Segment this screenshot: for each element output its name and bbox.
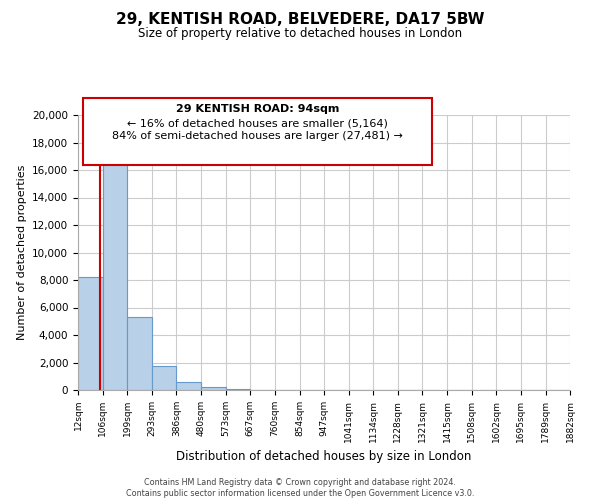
Text: 29, KENTISH ROAD, BELVEDERE, DA17 5BW: 29, KENTISH ROAD, BELVEDERE, DA17 5BW xyxy=(116,12,484,28)
Text: ← 16% of detached houses are smaller (5,164): ← 16% of detached houses are smaller (5,… xyxy=(127,118,388,128)
X-axis label: Distribution of detached houses by size in London: Distribution of detached houses by size … xyxy=(176,450,472,463)
Text: Contains HM Land Registry data © Crown copyright and database right 2024.
Contai: Contains HM Land Registry data © Crown c… xyxy=(126,478,474,498)
Bar xyxy=(201,386,226,390)
Bar xyxy=(176,382,201,390)
Bar xyxy=(226,388,250,390)
Bar xyxy=(127,317,152,390)
Text: Size of property relative to detached houses in London: Size of property relative to detached ho… xyxy=(138,28,462,40)
Text: 29 KENTISH ROAD: 94sqm: 29 KENTISH ROAD: 94sqm xyxy=(176,104,339,115)
Text: 84% of semi-detached houses are larger (27,481) →: 84% of semi-detached houses are larger (… xyxy=(112,131,403,141)
Y-axis label: Number of detached properties: Number of detached properties xyxy=(17,165,26,340)
Bar xyxy=(78,277,103,390)
Bar xyxy=(103,163,127,390)
Bar xyxy=(152,366,176,390)
